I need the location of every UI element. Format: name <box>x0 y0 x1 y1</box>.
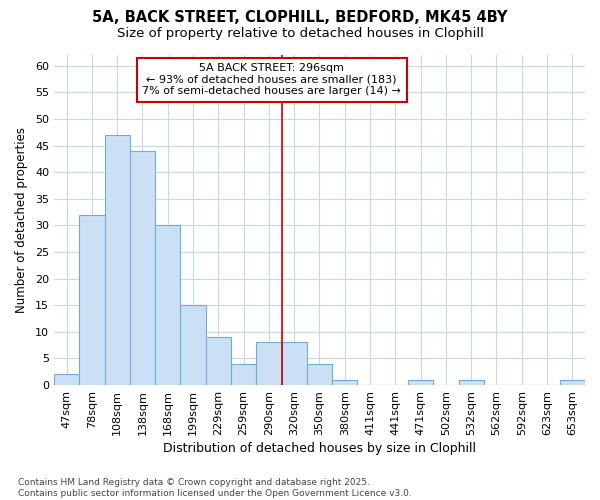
Bar <box>408 380 433 385</box>
Bar <box>54 374 79 385</box>
Bar <box>79 214 104 385</box>
Bar <box>281 342 307 385</box>
Bar <box>458 380 484 385</box>
Text: Size of property relative to detached houses in Clophill: Size of property relative to detached ho… <box>116 28 484 40</box>
Bar <box>155 226 181 385</box>
Bar <box>130 151 155 385</box>
Text: 5A BACK STREET: 296sqm
← 93% of detached houses are smaller (183)
7% of semi-det: 5A BACK STREET: 296sqm ← 93% of detached… <box>142 64 401 96</box>
Y-axis label: Number of detached properties: Number of detached properties <box>15 127 28 313</box>
Bar <box>206 337 231 385</box>
Bar <box>231 364 256 385</box>
Bar <box>256 342 281 385</box>
Bar <box>332 380 358 385</box>
Bar <box>104 135 130 385</box>
Text: 5A, BACK STREET, CLOPHILL, BEDFORD, MK45 4BY: 5A, BACK STREET, CLOPHILL, BEDFORD, MK45… <box>92 10 508 25</box>
Bar <box>560 380 585 385</box>
Bar <box>181 305 206 385</box>
Bar <box>307 364 332 385</box>
Text: Contains HM Land Registry data © Crown copyright and database right 2025.
Contai: Contains HM Land Registry data © Crown c… <box>18 478 412 498</box>
X-axis label: Distribution of detached houses by size in Clophill: Distribution of detached houses by size … <box>163 442 476 455</box>
